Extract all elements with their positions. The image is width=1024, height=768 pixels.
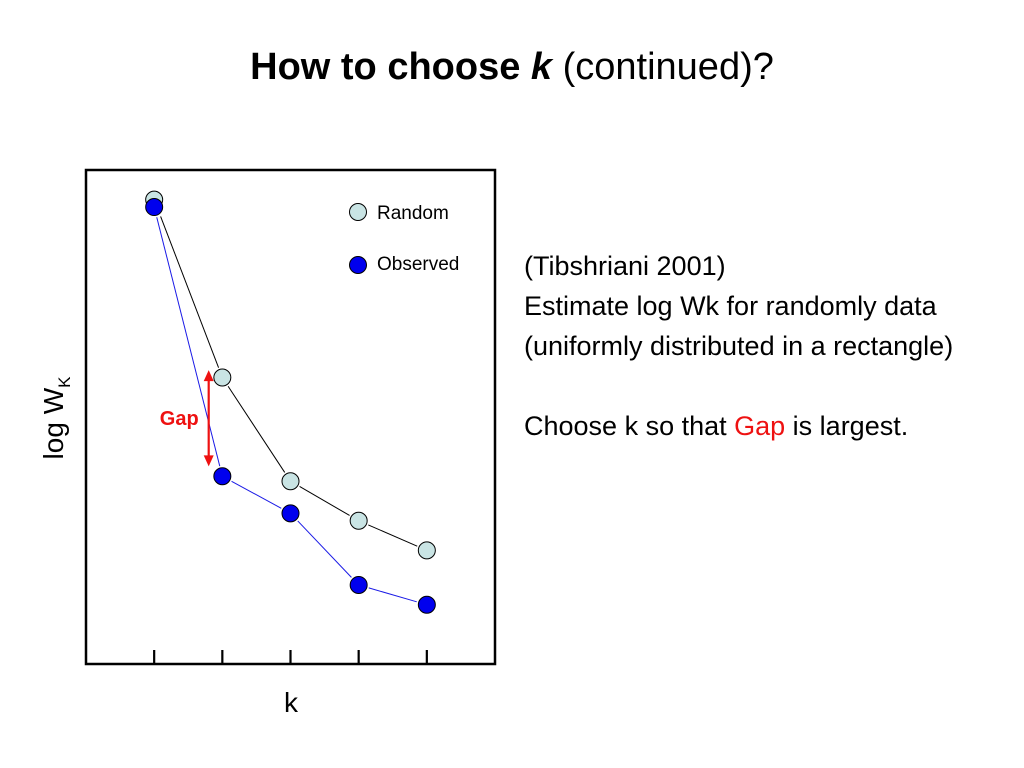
random-segment-1 xyxy=(160,216,220,368)
observed-segment-2 xyxy=(231,480,282,509)
method-text: Estimate log Wk for randomly data (unifo… xyxy=(524,291,954,361)
observed-segment-4 xyxy=(368,587,417,603)
conclusion-post: is largest. xyxy=(785,411,909,441)
random-segment-4 xyxy=(368,524,418,547)
y-axis-label-subscript: K xyxy=(55,376,74,388)
paragraph-spacer xyxy=(524,366,1004,406)
title-variable: k xyxy=(530,46,553,88)
y-axis-label-main: log W xyxy=(38,387,69,459)
observed-point-k1 xyxy=(145,198,164,217)
conclusion-pre: Choose k so that xyxy=(524,411,735,441)
legend-random-label: Random xyxy=(377,203,449,224)
series-points xyxy=(145,190,436,614)
explanation-text: (Tibshriani 2001) Estimate log Wk for ra… xyxy=(524,246,1004,446)
gap-annotation: Gap xyxy=(160,370,214,467)
legend-observed-marker xyxy=(349,256,367,274)
citation-text: (Tibshriani 2001) xyxy=(524,251,726,281)
y-axis-label: log WK xyxy=(38,376,74,460)
title-rest-text: (continued)? xyxy=(552,46,774,88)
random-point-k5 xyxy=(417,541,436,560)
legend-random-marker xyxy=(349,203,367,221)
plot-frame xyxy=(84,168,497,666)
slide-title: How to choose k (continued)? xyxy=(0,40,1024,94)
gap-arrow-head-bottom xyxy=(203,455,214,467)
random-segment-3 xyxy=(299,486,350,516)
observed-point-k5 xyxy=(417,595,436,614)
x-axis-label: k xyxy=(284,687,299,718)
title-bold-text: How to choose xyxy=(250,46,531,88)
gap-arrow-head-top xyxy=(203,370,214,382)
gap-highlight: Gap xyxy=(734,411,786,441)
random-segment-2 xyxy=(227,385,286,473)
observed-point-k2 xyxy=(213,467,232,486)
x-axis-ticks xyxy=(153,650,428,664)
observed-segment-3 xyxy=(297,520,352,578)
observed-point-k4 xyxy=(349,575,368,594)
legend-observed-label: Observed xyxy=(377,254,459,275)
random-point-k2 xyxy=(213,368,232,387)
conclusion-text: Choose k so that Gap is largest. xyxy=(524,406,1004,446)
observed-point-k3 xyxy=(281,504,300,523)
random-point-k3 xyxy=(281,472,300,491)
gap-label: Gap xyxy=(160,408,199,430)
random-point-k4 xyxy=(349,511,368,530)
chart-legend: Random Observed xyxy=(349,203,459,275)
